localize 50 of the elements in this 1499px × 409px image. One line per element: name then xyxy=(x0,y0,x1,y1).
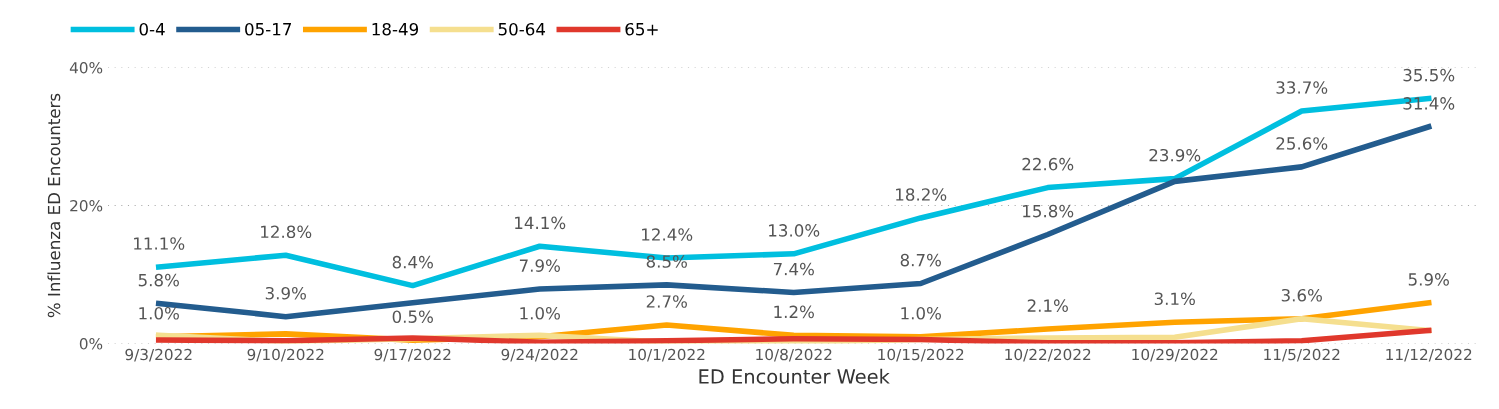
data-label: 3.9% xyxy=(265,286,306,300)
y-axis-title: % Influenza ED Encounters xyxy=(47,93,61,318)
data-label: 25.6% xyxy=(1276,137,1328,150)
data-label: 18.2% xyxy=(896,188,947,201)
y-tick-label: 0% xyxy=(79,338,103,350)
legend-label: 65+ xyxy=(625,22,658,36)
data-label: 3.6% xyxy=(1281,288,1322,302)
x-tick-label: 10/22/2022 xyxy=(1005,348,1091,362)
x-tick-label: 10/8/2022 xyxy=(756,348,832,362)
x-tick-label: 9/3/2022 xyxy=(125,348,192,362)
data-label: 7.9% xyxy=(519,259,560,272)
data-label: 13.0% xyxy=(769,224,820,237)
data-label: 23.9% xyxy=(1149,148,1201,162)
x-tick-label: 11/12/2022 xyxy=(1386,348,1472,362)
data-label: 3.1% xyxy=(1154,292,1195,306)
y-tick-label: 20% xyxy=(70,199,103,212)
data-label: 0.5% xyxy=(392,310,433,323)
x-tick-label: 11/5/2022 xyxy=(1264,348,1340,362)
data-label: 1.2% xyxy=(774,305,814,319)
data-label: 5.9% xyxy=(1408,273,1449,286)
data-label: 5.8% xyxy=(138,273,179,287)
data-label: 1.0% xyxy=(139,306,179,320)
data-label: 1.0% xyxy=(520,306,560,320)
data-label: 12.4% xyxy=(642,228,693,241)
data-label: 1.0% xyxy=(901,306,941,320)
x-tick-label: 9/17/2022 xyxy=(374,348,451,362)
x-tick-label: 10/15/2022 xyxy=(878,348,964,362)
data-label: 35.5% xyxy=(1403,68,1455,82)
data-label: 2.1% xyxy=(1027,299,1068,312)
legend-label: 0-4 xyxy=(139,22,165,36)
data-label: 8.4% xyxy=(392,255,433,269)
x-tick-label: 10/1/2022 xyxy=(629,348,705,362)
legend-label: 50-64 xyxy=(498,22,546,36)
data-label: 14.1% xyxy=(515,216,566,230)
x-tick-label: 10/29/2022 xyxy=(1132,348,1218,362)
data-label: 12.8% xyxy=(261,225,312,239)
x-tick-label: 9/24/2022 xyxy=(501,348,578,362)
data-label: 2.7% xyxy=(646,295,687,308)
data-label: 11.1% xyxy=(134,237,185,250)
data-label: 15.8% xyxy=(1023,204,1074,218)
data-label: 8.7% xyxy=(900,253,941,267)
data-label: 31.4% xyxy=(1403,97,1455,110)
data-label: 33.7% xyxy=(1276,81,1328,94)
legend-label: 18-49 xyxy=(372,22,419,36)
data-label: 22.6% xyxy=(1022,157,1074,171)
y-tick-label: 40% xyxy=(69,61,103,74)
x-tick-label: 9/10/2022 xyxy=(247,348,324,362)
legend-label: 05-17 xyxy=(245,22,292,36)
data-label: 7.4% xyxy=(773,262,814,276)
x-axis-title: ED Encounter Week xyxy=(699,368,890,384)
